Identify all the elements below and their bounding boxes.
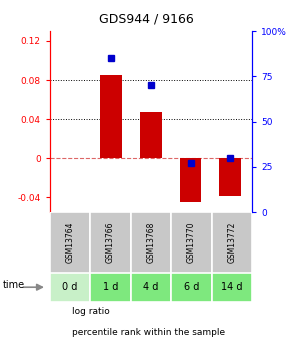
Bar bbox=[140, 112, 162, 158]
Bar bbox=[171, 273, 212, 302]
Bar bbox=[171, 212, 212, 273]
Text: GSM13772: GSM13772 bbox=[227, 222, 236, 263]
Text: GDS944 / 9166: GDS944 / 9166 bbox=[99, 12, 194, 25]
Text: log ratio: log ratio bbox=[72, 307, 110, 316]
Text: percentile rank within the sample: percentile rank within the sample bbox=[72, 328, 225, 337]
Text: GSM13766: GSM13766 bbox=[106, 221, 115, 263]
Text: 1 d: 1 d bbox=[103, 282, 118, 292]
Text: 6 d: 6 d bbox=[184, 282, 199, 292]
Text: time: time bbox=[3, 280, 25, 290]
Text: GSM13770: GSM13770 bbox=[187, 221, 196, 263]
Bar bbox=[50, 273, 90, 302]
Text: 4 d: 4 d bbox=[143, 282, 159, 292]
Bar bbox=[131, 273, 171, 302]
Text: 0 d: 0 d bbox=[62, 282, 78, 292]
Bar bbox=[180, 158, 202, 203]
Bar bbox=[212, 273, 252, 302]
Text: GSM13768: GSM13768 bbox=[146, 222, 155, 263]
Bar bbox=[90, 212, 131, 273]
Bar bbox=[219, 158, 241, 196]
Bar bbox=[100, 75, 122, 158]
Bar bbox=[212, 212, 252, 273]
Bar bbox=[131, 212, 171, 273]
Bar bbox=[50, 212, 90, 273]
Text: GSM13764: GSM13764 bbox=[66, 221, 74, 263]
Bar bbox=[90, 273, 131, 302]
Text: 14 d: 14 d bbox=[221, 282, 243, 292]
